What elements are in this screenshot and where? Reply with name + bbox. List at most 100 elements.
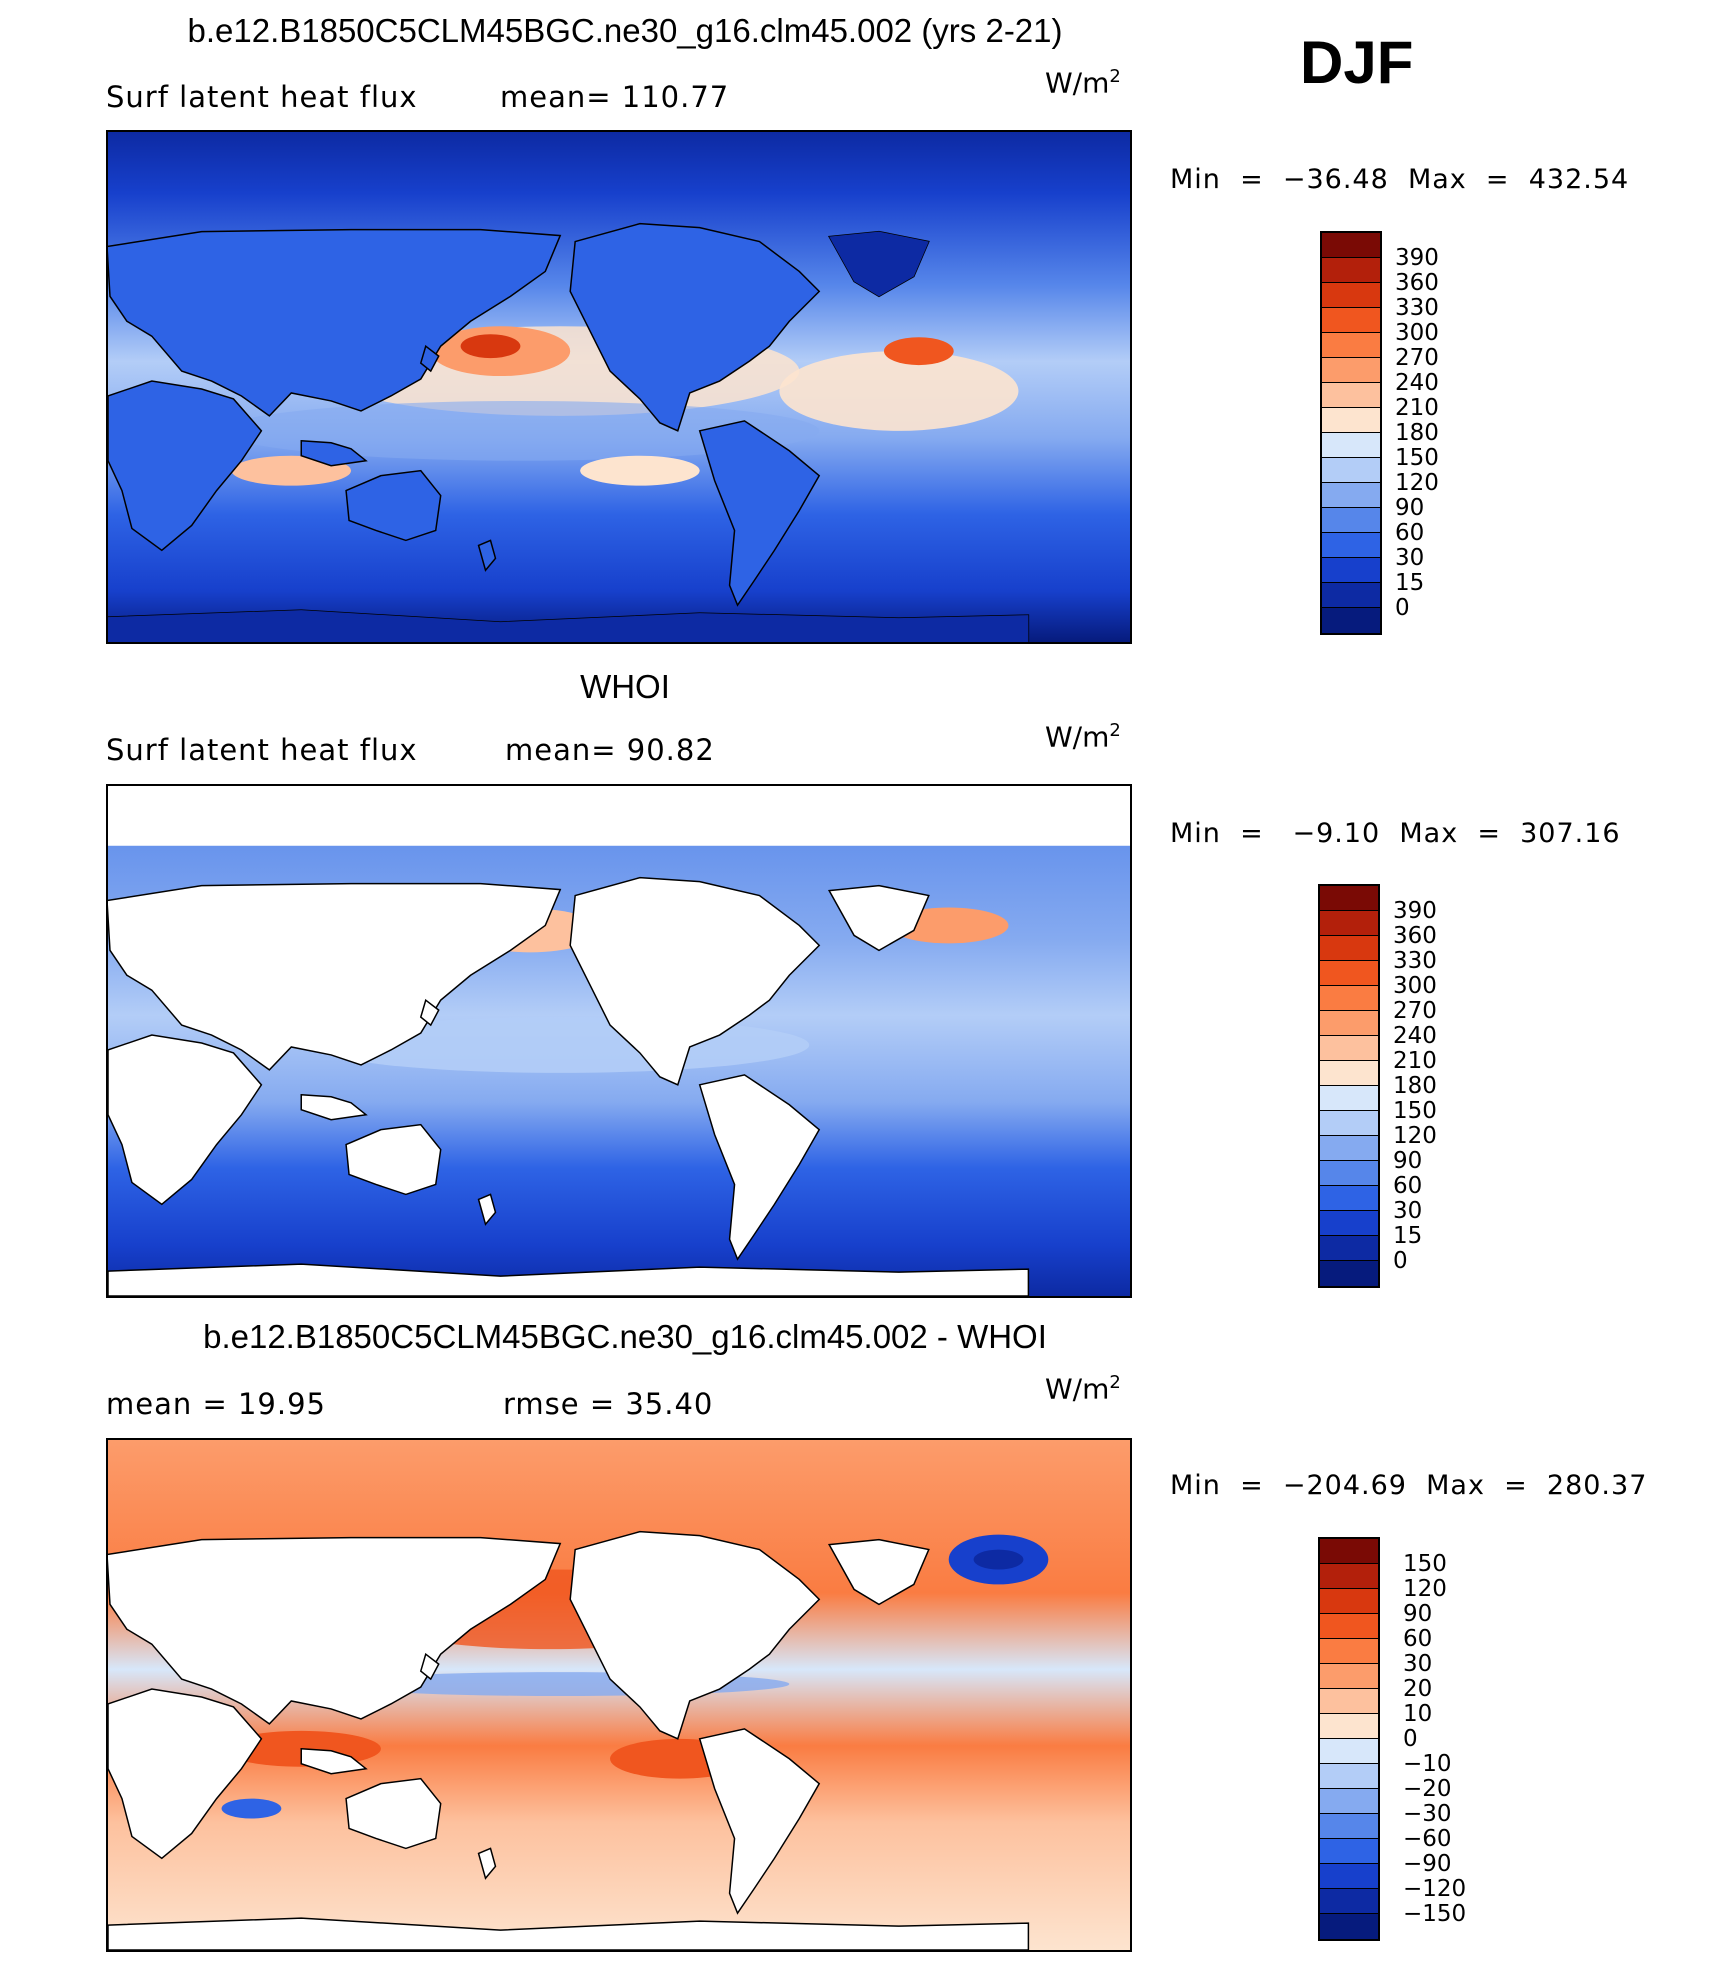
panel-3-mean: mean = 19.95 [106,1387,326,1421]
colorbar-segment [1320,1839,1378,1864]
colorbar-tick-label: 360 [1395,270,1439,296]
panel-1-map [106,130,1132,644]
colorbar-segment [1322,258,1380,283]
colorbar-tick-label: 210 [1395,395,1439,421]
colorbar-segment [1320,961,1378,986]
colorbar-segment [1322,408,1380,433]
colorbar-tick-label: 300 [1395,320,1439,346]
colorbar-tick-label: 120 [1393,1123,1437,1149]
colorbar-tick-label: 330 [1393,948,1437,974]
colorbar-tick-label: 30 [1395,545,1425,571]
panel-2-variable: Surf latent heat flux [106,733,418,767]
colorbar-segment [1320,911,1378,936]
colorbar-tick-label: 150 [1395,445,1439,471]
colorbar-tick-label: 390 [1395,245,1439,271]
colorbar-tick-label: 60 [1393,1173,1423,1199]
colorbar-segment [1322,558,1380,583]
colorbar-tick-label: 300 [1393,973,1437,999]
colorbar-tick-label: 60 [1395,520,1425,546]
colorbar-tick-label: 240 [1395,370,1439,396]
colorbar-segment [1322,358,1380,383]
colorbar-segment [1320,1789,1378,1814]
colorbar-tick-label: 0 [1395,595,1410,621]
colorbar-segment [1322,433,1380,458]
colorbar-segment [1320,1714,1378,1739]
colorbar-segment [1320,936,1378,961]
colorbar-tick-label: 20 [1403,1676,1433,1702]
colorbar-tick-label: 390 [1393,898,1437,924]
panel-1-variable: Surf latent heat flux [106,80,418,114]
colorbar-segment [1320,1539,1378,1564]
panel-1-title: b.e12.B1850C5CLM45BGC.ne30_g16.clm45.002… [187,12,1063,49]
panel-2-mean: mean= 90.82 [505,733,715,767]
colorbar-segment [1322,508,1380,533]
panel-3-rmse: rmse = 35.40 [503,1387,714,1421]
colorbar-tick-label: −90 [1403,1851,1452,1877]
colorbar-segment [1320,1236,1378,1261]
colorbar-tick-label: 10 [1403,1701,1433,1727]
colorbar-tick-label: 270 [1393,998,1437,1024]
colorbar-segment [1322,383,1380,408]
colorbar-segment [1320,1011,1378,1036]
colorbar-tick-label: −120 [1403,1876,1467,1902]
colorbar-segment [1322,233,1380,258]
colorbar-tick-label: 120 [1403,1576,1447,1602]
colorbar-segment [1320,1211,1378,1236]
colorbar-segment [1322,308,1380,333]
colorbar-tick-label: 30 [1393,1198,1423,1224]
colorbar-segment [1320,1136,1378,1161]
panel-3-map [106,1438,1132,1952]
colorbar-segment [1320,1061,1378,1086]
panel-2-title: WHOI [580,668,670,705]
colorbar-tick-label: 270 [1395,345,1439,371]
colorbar-segment [1320,1639,1378,1664]
colorbar-segment [1322,583,1380,608]
colorbar-segment [1320,986,1378,1011]
colorbar-segment [1322,608,1380,633]
colorbar-segment [1320,1564,1378,1589]
colorbar-tick-label: −30 [1403,1801,1452,1827]
colorbar-tick-label: −20 [1403,1776,1452,1802]
colorbar-tick-label: 360 [1393,923,1437,949]
colorbar-segment [1320,1739,1378,1764]
panel-3-title: b.e12.B1850C5CLM45BGC.ne30_g16.clm45.002… [203,1318,1047,1355]
colorbar-segment [1320,1664,1378,1689]
panel-3-units: W/m2 [1045,1372,1121,1406]
panel-2-units: W/m2 [1045,720,1121,754]
colorbar-tick-label: 0 [1403,1726,1418,1752]
panel-2-minmax: Min = −9.10 Max = 307.16 [1170,818,1621,849]
colorbar-tick-label: −150 [1403,1901,1467,1927]
colorbar-tick-label: 150 [1403,1551,1447,1577]
colorbar-segment [1322,483,1380,508]
colorbar-tick-label: 90 [1395,495,1425,521]
colorbar-segment [1320,1689,1378,1714]
colorbar-segment [1320,1186,1378,1211]
panel-2-map [106,784,1132,1298]
panel-1-units: W/m2 [1045,66,1121,100]
colorbar-tick-label: 30 [1403,1651,1433,1677]
colorbar-tick-label: 240 [1393,1023,1437,1049]
colorbar-tick-label: −60 [1403,1826,1452,1852]
colorbar-tick-label: 180 [1393,1073,1437,1099]
season-label: DJF [1300,29,1414,96]
colorbar-tick-label: 210 [1393,1048,1437,1074]
colorbar-segment [1320,886,1378,911]
colorbar-tick-label: 15 [1393,1223,1423,1249]
colorbar-segment [1320,1614,1378,1639]
colorbar-segment [1322,533,1380,558]
panel-1-mean: mean= 110.77 [500,80,730,114]
colorbar-segment [1320,1261,1378,1286]
colorbar-segment [1320,1889,1378,1914]
colorbar-tick-label: 90 [1393,1148,1423,1174]
panel-1-colorbar [1320,231,1382,635]
panel-2-colorbar [1318,884,1380,1288]
panel-1-minmax: Min = −36.48 Max = 432.54 [1170,164,1630,195]
colorbar-segment [1320,1036,1378,1061]
panel-3-minmax: Min = −204.69 Max = 280.37 [1170,1470,1648,1501]
colorbar-segment [1320,1589,1378,1614]
colorbar-segment [1320,1814,1378,1839]
colorbar-tick-label: 0 [1393,1248,1408,1274]
colorbar-segment [1320,1161,1378,1186]
colorbar-segment [1320,1864,1378,1889]
colorbar-tick-label: −10 [1403,1751,1452,1777]
